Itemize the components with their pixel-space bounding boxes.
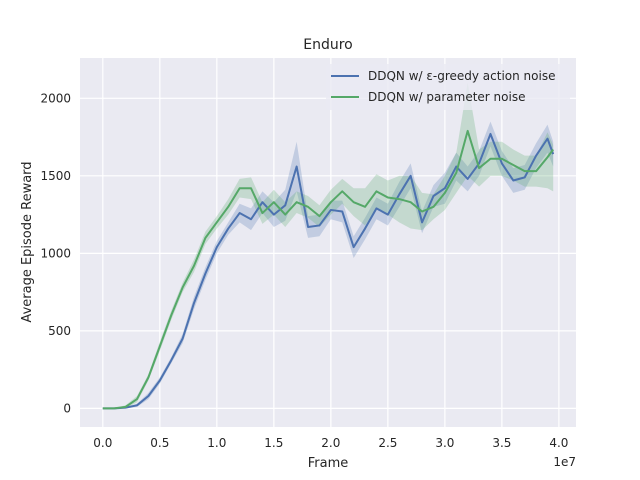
chart-title: Enduro [303,37,353,53]
series-line-1 [102,129,555,410]
legend: DDQN w/ ε-greedy action noise DDQN w/ pa… [326,64,570,110]
y-tick-label: 500 [48,324,71,338]
x-tick-label: 3.0 [435,436,454,450]
x-tick-label: 4.0 [549,436,568,450]
y-tick-label: 2000 [40,91,71,105]
x-tick-label: 1.0 [207,436,226,450]
y-tick-label: 0 [63,401,71,415]
series-lines [102,129,555,410]
series-line-0 [102,132,555,410]
y-tick-label: 1500 [40,169,71,183]
x-tick-labels: 0.0 0.5 1.0 1.5 2.0 2.5 3.0 3.5 4.0 [93,436,568,450]
legend-label-epsilon-greedy: DDQN w/ ε-greedy action noise [368,69,555,83]
x-tick-label: 0.5 [150,436,169,450]
y-axis-label: Average Episode Reward [20,161,35,322]
x-axis-offset-label: 1e7 [553,455,576,469]
y-tick-labels: 0 500 1000 1500 2000 [40,91,71,415]
legend-box [326,64,570,110]
legend-label-parameter-noise: DDQN w/ parameter noise [368,90,525,104]
x-tick-label: 1.5 [264,436,283,450]
confidence-bands [102,82,554,409]
x-tick-label: 0.0 [93,436,112,450]
plot-background [80,58,576,427]
x-tick-label: 2.0 [321,436,340,450]
x-axis-label: Frame [308,456,349,471]
x-tick-label: 2.5 [378,436,397,450]
x-tick-label: 3.5 [492,436,511,450]
series-band-1 [102,82,554,409]
series-band-0 [102,121,554,409]
y-tick-label: 1000 [40,246,71,260]
